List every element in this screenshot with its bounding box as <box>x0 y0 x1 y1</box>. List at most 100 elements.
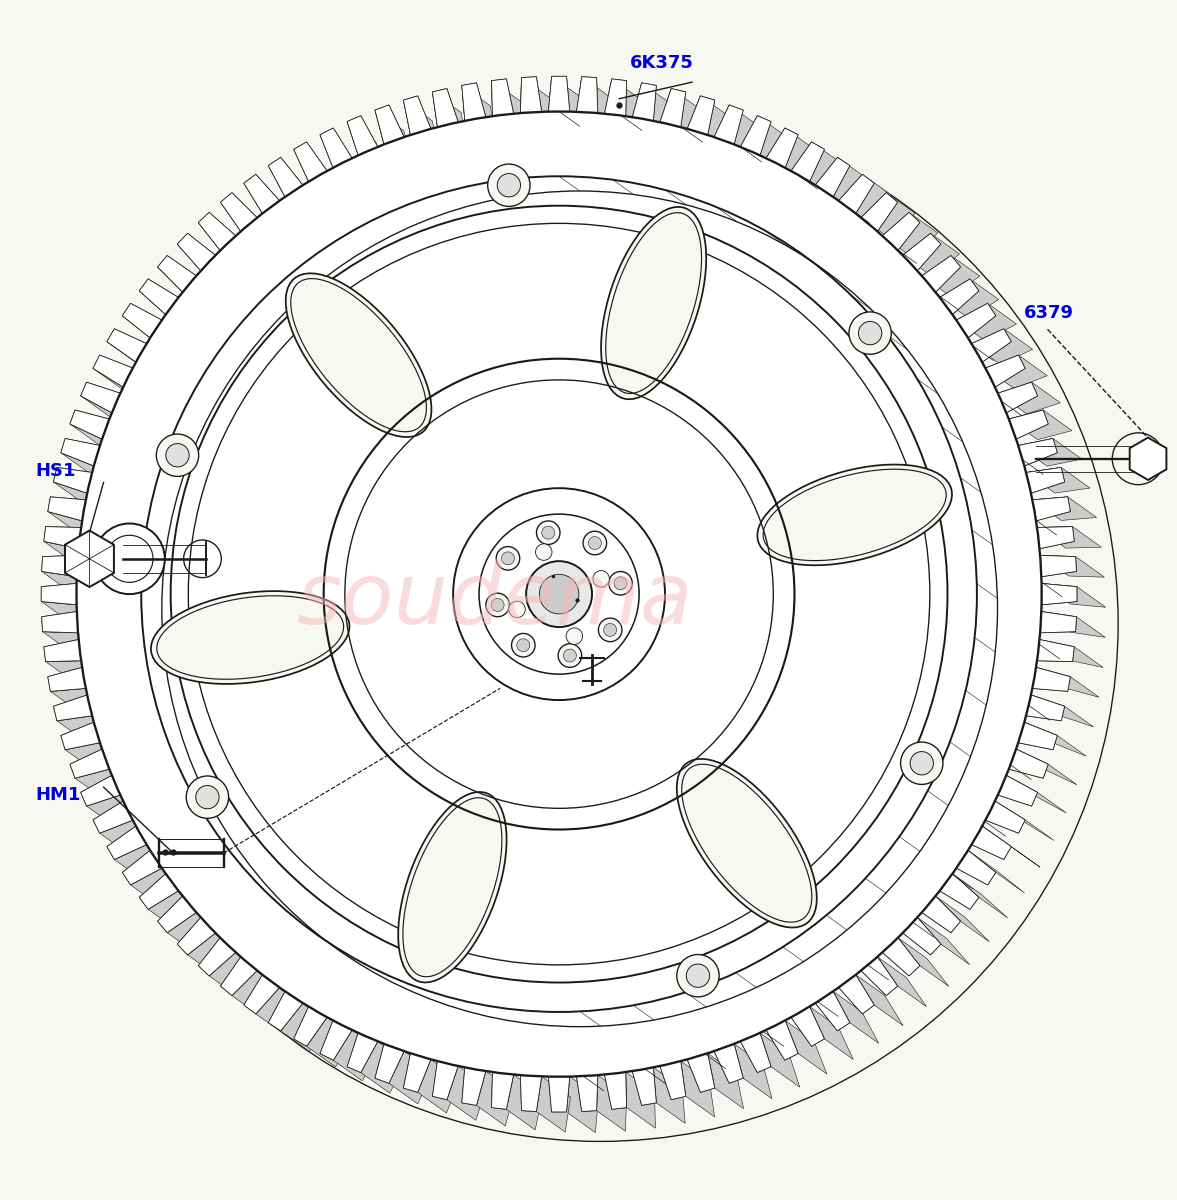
Ellipse shape <box>601 206 706 400</box>
Polygon shape <box>158 266 212 313</box>
Polygon shape <box>48 667 86 691</box>
Polygon shape <box>53 482 117 514</box>
Polygon shape <box>198 222 250 271</box>
Polygon shape <box>740 1033 771 1073</box>
Polygon shape <box>1009 410 1049 439</box>
Polygon shape <box>477 1072 514 1126</box>
Polygon shape <box>1037 527 1075 548</box>
Polygon shape <box>81 775 120 806</box>
Circle shape <box>171 205 947 983</box>
Polygon shape <box>492 79 513 116</box>
Circle shape <box>609 571 632 595</box>
Ellipse shape <box>757 464 952 565</box>
Polygon shape <box>61 438 100 466</box>
Polygon shape <box>985 355 1025 388</box>
Circle shape <box>501 552 514 565</box>
Polygon shape <box>922 256 979 296</box>
Polygon shape <box>93 368 152 408</box>
Polygon shape <box>839 174 875 214</box>
Polygon shape <box>952 874 1008 918</box>
Polygon shape <box>506 1074 543 1130</box>
Polygon shape <box>687 1054 714 1092</box>
Circle shape <box>537 521 560 545</box>
Polygon shape <box>998 775 1037 806</box>
Polygon shape <box>220 956 257 996</box>
Polygon shape <box>734 1044 772 1099</box>
Circle shape <box>497 546 520 570</box>
Polygon shape <box>107 329 147 362</box>
Polygon shape <box>939 278 999 318</box>
Polygon shape <box>294 142 327 181</box>
Polygon shape <box>1032 667 1070 691</box>
Polygon shape <box>605 79 626 116</box>
Polygon shape <box>998 382 1037 413</box>
Polygon shape <box>839 974 875 1014</box>
Polygon shape <box>320 134 361 188</box>
Polygon shape <box>281 1003 332 1051</box>
Polygon shape <box>1032 497 1070 521</box>
Circle shape <box>512 634 536 656</box>
Polygon shape <box>198 212 235 251</box>
Polygon shape <box>44 527 81 548</box>
Polygon shape <box>41 556 78 577</box>
Polygon shape <box>53 468 92 493</box>
Polygon shape <box>320 128 352 168</box>
Polygon shape <box>87 794 149 827</box>
Circle shape <box>94 523 165 594</box>
Polygon shape <box>93 355 133 388</box>
Polygon shape <box>785 1020 827 1074</box>
Polygon shape <box>862 193 915 239</box>
Polygon shape <box>956 304 996 338</box>
Polygon shape <box>1018 722 1057 750</box>
Polygon shape <box>61 722 100 750</box>
Polygon shape <box>122 851 162 884</box>
Polygon shape <box>107 826 147 859</box>
Polygon shape <box>956 304 996 338</box>
Polygon shape <box>985 355 1025 388</box>
Polygon shape <box>178 233 215 271</box>
Polygon shape <box>1036 667 1099 697</box>
Polygon shape <box>548 1076 570 1112</box>
Polygon shape <box>766 128 798 168</box>
Polygon shape <box>56 715 121 742</box>
Polygon shape <box>740 115 786 168</box>
Polygon shape <box>939 874 979 910</box>
Polygon shape <box>766 1020 798 1061</box>
Circle shape <box>564 649 577 662</box>
Ellipse shape <box>286 274 432 437</box>
Polygon shape <box>883 937 920 976</box>
Polygon shape <box>520 78 551 133</box>
Polygon shape <box>107 329 147 362</box>
Polygon shape <box>1031 695 1093 727</box>
Polygon shape <box>714 104 743 144</box>
Polygon shape <box>1009 749 1049 779</box>
Polygon shape <box>839 174 875 214</box>
Polygon shape <box>268 991 302 1031</box>
Polygon shape <box>1032 497 1097 521</box>
Circle shape <box>686 964 710 988</box>
Polygon shape <box>158 256 197 292</box>
Polygon shape <box>375 104 404 144</box>
Polygon shape <box>41 601 106 625</box>
Polygon shape <box>1040 612 1077 632</box>
Polygon shape <box>971 329 1032 365</box>
Ellipse shape <box>291 278 426 432</box>
Polygon shape <box>93 802 133 833</box>
Polygon shape <box>41 612 78 632</box>
Polygon shape <box>1040 612 1077 632</box>
Circle shape <box>539 575 579 614</box>
Polygon shape <box>1040 556 1077 577</box>
Polygon shape <box>46 661 109 683</box>
Polygon shape <box>268 166 314 217</box>
Polygon shape <box>447 1066 487 1121</box>
Polygon shape <box>1042 583 1105 607</box>
Polygon shape <box>375 1044 404 1084</box>
Polygon shape <box>1039 640 1103 667</box>
Polygon shape <box>432 92 466 148</box>
Polygon shape <box>520 77 541 113</box>
Polygon shape <box>660 89 700 143</box>
Polygon shape <box>903 918 940 955</box>
Polygon shape <box>903 233 940 271</box>
Polygon shape <box>939 278 979 314</box>
Polygon shape <box>520 77 541 113</box>
